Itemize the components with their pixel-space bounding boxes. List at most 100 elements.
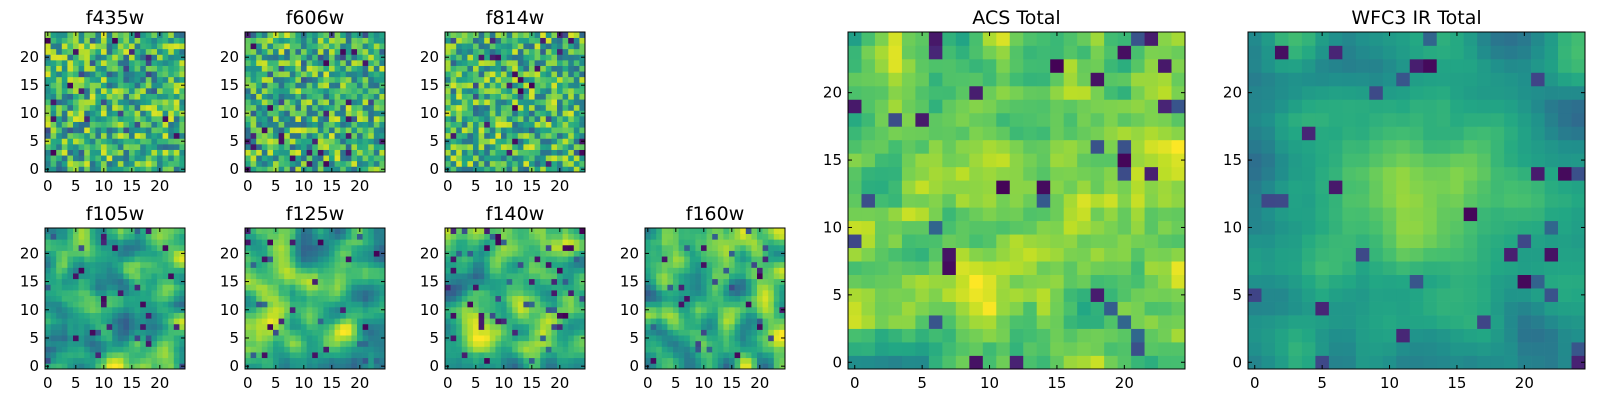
- heatmap-cell: [445, 295, 451, 302]
- heatmap-cell: [129, 329, 135, 336]
- heatmap-cell: [768, 306, 775, 313]
- heatmap-cell: [145, 82, 152, 89]
- heatmap-cell: [295, 239, 302, 246]
- heatmap-cell: [345, 60, 352, 66]
- heatmap-cell: [773, 261, 780, 268]
- heatmap-cell: [67, 65, 74, 72]
- heatmap-cell: [1063, 328, 1078, 343]
- heatmap-cell: [684, 306, 691, 313]
- heatmap-cell: [140, 284, 147, 291]
- heatmap-cell: [334, 116, 341, 122]
- heatmap-cell: [1144, 166, 1159, 181]
- heatmap-cell: [373, 295, 380, 302]
- heatmap-cell: [95, 160, 102, 167]
- heatmap-cell: [301, 104, 307, 111]
- heatmap-cell: [478, 312, 485, 319]
- heatmap-cell: [140, 290, 147, 297]
- heatmap-cell: [568, 43, 575, 50]
- heatmap-cell: [456, 54, 463, 61]
- heatmap-cell: [779, 267, 786, 274]
- heatmap-cell: [278, 318, 285, 325]
- heatmap-cell: [484, 228, 491, 234]
- heatmap-cell: [67, 48, 74, 55]
- heatmap-cell: [101, 71, 107, 78]
- heatmap-cell: [145, 37, 152, 44]
- heatmap-cell: [357, 244, 363, 251]
- heatmap-cell: [317, 71, 324, 78]
- heatmap-cell: [568, 363, 575, 370]
- heatmap-cell: [151, 54, 158, 61]
- heatmap-cell: [517, 121, 524, 128]
- heatmap-cell: [484, 323, 491, 330]
- heatmap-cell: [506, 60, 513, 66]
- heatmap-cell: [534, 76, 541, 83]
- heatmap-cell: [1023, 328, 1038, 343]
- heatmap-cell: [50, 37, 57, 44]
- heatmap-cell: [89, 166, 96, 173]
- heatmap-cell: [351, 329, 358, 336]
- heatmap-cell: [645, 244, 651, 251]
- heatmap-cell: [562, 54, 569, 61]
- heatmap-cell: [506, 37, 513, 44]
- heatmap-cell: [512, 346, 519, 353]
- heatmap-cell: [461, 54, 468, 61]
- heatmap-cell: [579, 284, 586, 291]
- heatmap-cell: [256, 138, 263, 145]
- heatmap-cell: [645, 295, 651, 302]
- heatmap-cell: [317, 132, 324, 139]
- heatmap-cell: [373, 37, 380, 44]
- heatmap-cell: [379, 323, 386, 330]
- heatmap-cell: [89, 250, 96, 257]
- heatmap-cell: [50, 54, 57, 61]
- heatmap-cell: [678, 233, 685, 240]
- heatmap-cell: [512, 250, 519, 257]
- heatmap-cell: [84, 329, 91, 336]
- heatmap-cell: [484, 93, 491, 100]
- heatmap-cell: [467, 233, 474, 240]
- heatmap-cell: [484, 132, 491, 139]
- heatmap-cell: [106, 155, 113, 162]
- heatmap-cell: [915, 180, 930, 195]
- heatmap-cell: [306, 363, 313, 370]
- heatmap-cell: [312, 138, 319, 145]
- heatmap-cell: [140, 228, 147, 234]
- heatmap-cell: [506, 363, 513, 370]
- heatmap-cell: [61, 335, 68, 342]
- heatmap-cell: [1131, 234, 1145, 249]
- heatmap-cell: [145, 267, 152, 274]
- heatmap-cell: [901, 166, 916, 181]
- heatmap-cell: [568, 149, 575, 156]
- heatmap-cell: [534, 138, 541, 145]
- heatmap-cell: [467, 54, 474, 61]
- heatmap-cell: [284, 284, 291, 291]
- heatmap-cell: [329, 312, 335, 319]
- heatmap-cell: [573, 144, 580, 150]
- heatmap-cell: [123, 290, 130, 297]
- heatmap-cell: [928, 166, 943, 181]
- heatmap-cell: [467, 127, 474, 134]
- heatmap-cell: [129, 323, 135, 330]
- heatmap-cell: [512, 104, 519, 111]
- heatmap-cell: [529, 54, 535, 61]
- heatmap-cell: [942, 342, 957, 356]
- heatmap-cell: [173, 121, 180, 128]
- heatmap-cell: [512, 43, 519, 50]
- heatmap-cell: [523, 54, 530, 61]
- heatmap-cell: [295, 301, 302, 308]
- heatmap-cell: [501, 93, 507, 100]
- heatmap-cell: [345, 250, 352, 257]
- heatmap-cell: [1171, 193, 1186, 208]
- heatmap-cell: [284, 323, 291, 330]
- heatmap-cell: [317, 295, 324, 302]
- heatmap-cell: [84, 250, 91, 257]
- heatmap-cell: [573, 71, 580, 78]
- x-tick-label: 10: [294, 177, 313, 195]
- heatmap-cell: [379, 160, 386, 167]
- heatmap-cell: [650, 295, 657, 302]
- heatmap-cell: [357, 60, 363, 66]
- heatmap-cell: [1023, 315, 1038, 329]
- heatmap-cell: [151, 301, 158, 308]
- heatmap-cell: [329, 132, 335, 139]
- heatmap-cell: [573, 54, 580, 61]
